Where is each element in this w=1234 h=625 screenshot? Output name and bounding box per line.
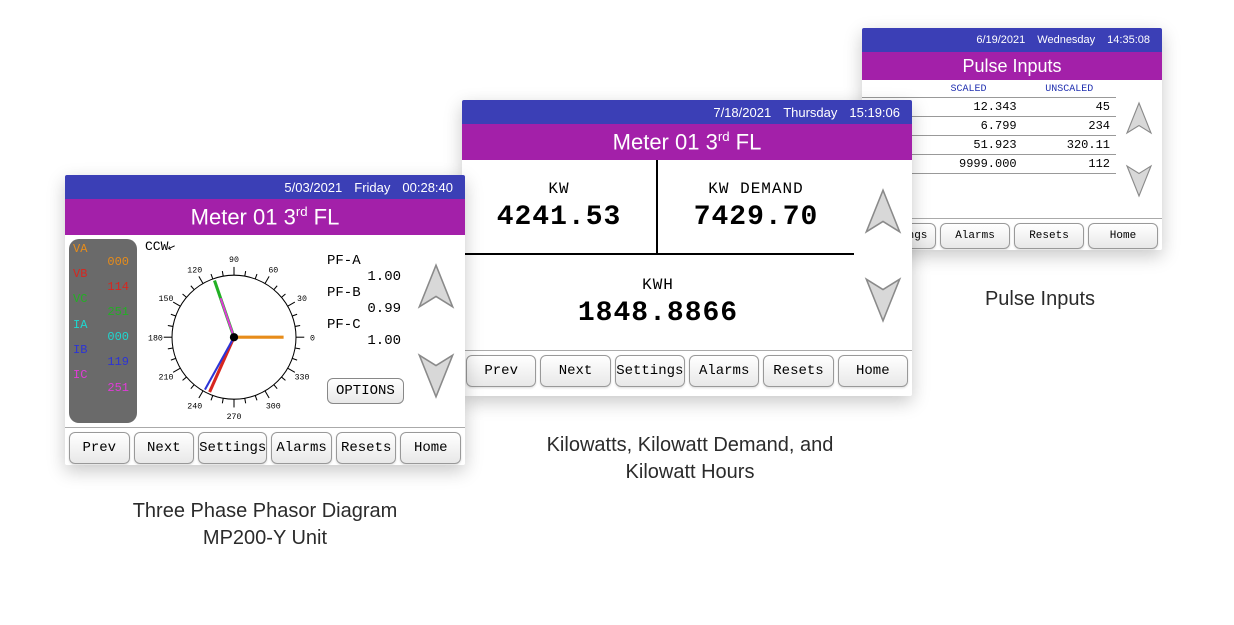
title-bar: Meter 01 3rd FL [65, 199, 465, 235]
pf-c-label: PF-C [327, 317, 407, 333]
day-text: Wednesday [1037, 34, 1095, 46]
home-button[interactable]: Home [1088, 223, 1158, 249]
scaled-value: 51.923 [914, 136, 1022, 155]
column-header: UNSCALED [1023, 82, 1116, 98]
page-title: Pulse Inputs [962, 56, 1061, 77]
scaled-value: 9999.000 [914, 155, 1022, 174]
phasor-values-panel: VA000VB114VC251IA000IB119IC251 [69, 239, 137, 423]
date-text: 5/03/2021 [284, 180, 342, 195]
phasor-dial: CCW↙ 0 30 60 90 120 150 180 210 240 270 300 330 [141, 235, 327, 427]
phasor-vc-value: 251 [73, 306, 133, 319]
kw-value: 4241.53 [497, 202, 622, 233]
kw-demand-cell: KW DEMAND 7429.70 [658, 160, 854, 255]
phasor-diagram-screen: 5/03/2021 Friday 00:28:40 Meter 01 3rd F… [65, 175, 465, 465]
day-text: Friday [354, 180, 390, 195]
day-text: Thursday [783, 105, 837, 120]
next-button[interactable]: Next [134, 432, 195, 464]
caption-phasor: Three Phase Phasor DiagramMP200-Y Unit [110, 498, 420, 552]
svg-text:90: 90 [229, 256, 239, 265]
date-text: 7/18/2021 [713, 105, 771, 120]
caption-pulse: Pulse Inputs [960, 286, 1120, 313]
resets-button[interactable]: Resets [763, 355, 833, 387]
title-bar: Meter 01 3rd FL [462, 124, 912, 160]
date-bar: 7/18/2021 Thursday 15:19:06 [462, 100, 912, 124]
time-text: 15:19:06 [849, 105, 900, 120]
phasor-va-label: VA [73, 243, 133, 256]
power-factor-panel: PF-A1.00PF-B0.99PF-C1.00OPTIONS [327, 235, 407, 427]
kw-readings-screen: 7/18/2021 Thursday 15:19:06 Meter 01 3rd… [462, 100, 912, 396]
svg-text:270: 270 [227, 413, 242, 422]
alarms-button[interactable]: Alarms [271, 432, 332, 464]
kw-cell: KW 4241.53 [462, 160, 658, 255]
kw-demand-label: KW DEMAND [708, 180, 803, 198]
svg-text:210: 210 [159, 374, 174, 383]
nav-bar: PrevNextSettingsAlarmsResetsHome [462, 350, 912, 391]
page-title: Meter 01 3rd FL [191, 204, 340, 230]
nav-bar: PrevNextSettingsAlarmsResetsHome [65, 427, 465, 465]
phasor-vb-label: VB [73, 268, 133, 281]
phasor-ic-value: 251 [73, 382, 133, 395]
phasor-ic-label: IC [73, 369, 133, 382]
kwh-value: 1848.8866 [578, 298, 738, 329]
page-title: Meter 01 3rd FL [613, 129, 762, 155]
time-text: 00:28:40 [402, 180, 453, 195]
rotation-indicator: CCW↙ [145, 239, 176, 254]
settings-button[interactable]: Settings [198, 432, 267, 464]
prev-button[interactable]: Prev [466, 355, 536, 387]
scroll-down-button[interactable] [862, 275, 904, 325]
options-button[interactable]: OPTIONS [327, 378, 404, 404]
scroll-down-button[interactable] [415, 351, 457, 401]
unscaled-value: 234 [1023, 117, 1116, 136]
svg-text:240: 240 [187, 402, 202, 411]
svg-text:150: 150 [159, 295, 174, 304]
kwh-label: KWH [642, 276, 674, 294]
column-header: SCALED [914, 82, 1022, 98]
column-header [862, 82, 914, 98]
svg-text:300: 300 [266, 402, 281, 411]
svg-text:30: 30 [297, 295, 307, 304]
caption-kw: Kilowatts, Kilowatt Demand, andKilowatt … [520, 432, 860, 486]
pf-a-label: PF-A [327, 253, 407, 269]
pf-c-value: 1.00 [327, 333, 407, 349]
home-button[interactable]: Home [838, 355, 908, 387]
pf-b-label: PF-B [327, 285, 407, 301]
kw-demand-value: 7429.70 [694, 202, 819, 233]
scroll-down-button[interactable] [1124, 163, 1154, 199]
time-text: 14:35:08 [1107, 34, 1150, 46]
settings-button[interactable]: Settings [615, 355, 685, 387]
phasor-ia-value: 000 [73, 331, 133, 344]
readings-grid: KW 4241.53 KW DEMAND 7429.70 KWH 1848.88… [462, 160, 854, 350]
date-text: 6/19/2021 [976, 34, 1025, 46]
pf-b-value: 0.99 [327, 301, 407, 317]
unscaled-value: 320.11 [1023, 136, 1116, 155]
scroll-up-button[interactable] [415, 261, 457, 311]
svg-text:180: 180 [148, 334, 163, 343]
date-bar: 5/03/2021 Friday 00:28:40 [65, 175, 465, 199]
kw-label: KW [548, 180, 569, 198]
resets-button[interactable]: Resets [1014, 223, 1084, 249]
svg-text:330: 330 [295, 374, 310, 383]
title-bar: Pulse Inputs [862, 52, 1162, 80]
date-bar: 6/19/2021 Wednesday 14:35:08 [862, 28, 1162, 52]
scaled-value: 12.343 [914, 98, 1022, 117]
home-button[interactable]: Home [400, 432, 461, 464]
unscaled-value: 112 [1023, 155, 1116, 174]
resets-button[interactable]: Resets [336, 432, 397, 464]
svg-text:0: 0 [310, 334, 315, 343]
kwh-cell: KWH 1848.8866 [462, 255, 854, 350]
svg-text:60: 60 [268, 266, 278, 275]
prev-button[interactable]: Prev [69, 432, 130, 464]
scaled-value: 6.799 [914, 117, 1022, 136]
unscaled-value: 45 [1023, 98, 1116, 117]
pf-a-value: 1.00 [327, 269, 407, 285]
svg-text:120: 120 [187, 266, 202, 275]
next-button[interactable]: Next [540, 355, 610, 387]
alarms-button[interactable]: Alarms [940, 223, 1010, 249]
scroll-up-button[interactable] [862, 186, 904, 236]
scroll-up-button[interactable] [1124, 100, 1154, 136]
alarms-button[interactable]: Alarms [689, 355, 759, 387]
